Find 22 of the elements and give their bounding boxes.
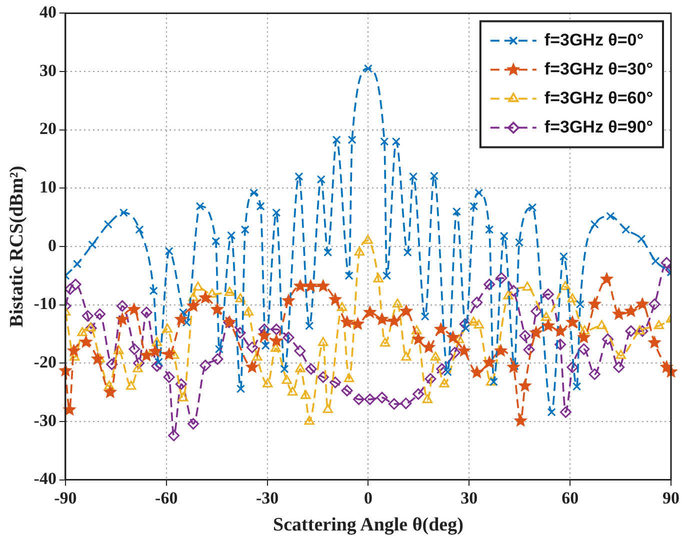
legend-label: f=3GHz θ=0° bbox=[544, 30, 644, 50]
y-tick-label: -20 bbox=[34, 352, 56, 372]
x-tick-label: -60 bbox=[155, 488, 178, 508]
y-tick-label: -40 bbox=[34, 469, 56, 488]
y-axis-title: Bistatic RCS(dBm²) bbox=[6, 166, 28, 328]
y-tick-label: -10 bbox=[34, 294, 56, 314]
y-tick-label: 40 bbox=[39, 2, 56, 22]
x-tick-label: -90 bbox=[54, 488, 77, 508]
x-axis-title: Scattering Angle θ(deg) bbox=[273, 514, 464, 536]
legend-label: f=3GHz θ=30° bbox=[544, 59, 654, 78]
x-tick-label: 30 bbox=[460, 488, 478, 508]
legend-label: f=3GHz θ=60° bbox=[544, 88, 654, 108]
y-tick-label: 20 bbox=[39, 119, 56, 138]
legend-label: f=3GHz θ=90° bbox=[544, 117, 654, 136]
x-tick-label: 60 bbox=[562, 488, 579, 508]
y-tick-label: -30 bbox=[34, 410, 56, 430]
y-tick-label: 30 bbox=[39, 60, 56, 80]
x-tick-label: -30 bbox=[256, 488, 279, 508]
x-tick-label: 0 bbox=[364, 488, 372, 508]
x-tick-label: 90 bbox=[662, 488, 680, 508]
y-tick-label: 10 bbox=[39, 178, 56, 197]
y-tick-label: 0 bbox=[48, 236, 56, 255]
